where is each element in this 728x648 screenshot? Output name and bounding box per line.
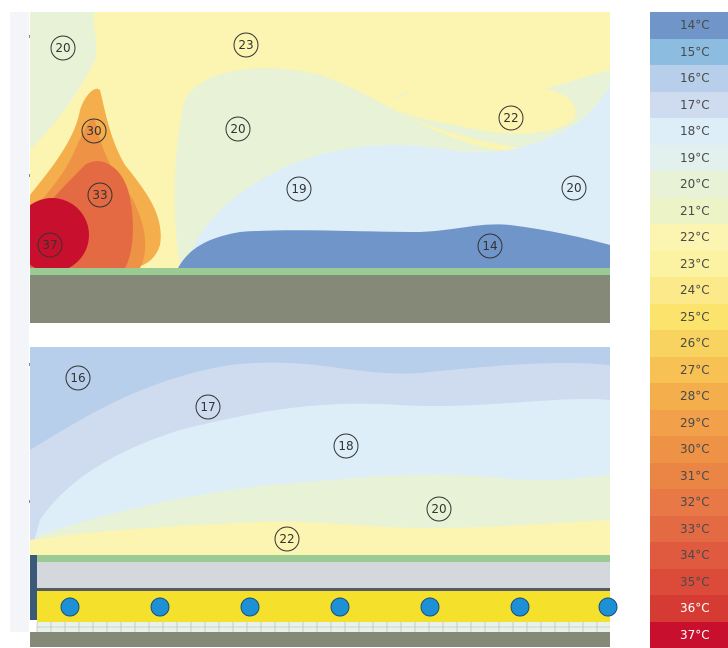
svg-text:22: 22 <box>503 111 518 125</box>
legend-item: 24°C <box>650 277 728 304</box>
pipe-section <box>61 598 79 616</box>
legend-item: 37°C <box>650 622 728 648</box>
legend-item: 32°C <box>650 489 728 516</box>
bottom-panel <box>30 347 617 647</box>
floor-slab <box>30 275 610 323</box>
wall-edge <box>30 555 37 620</box>
wall-strip <box>10 180 29 275</box>
legend-item: 28°C <box>650 383 728 410</box>
left-wall <box>10 12 29 632</box>
floor-line <box>37 588 610 591</box>
svg-text:23: 23 <box>238 38 253 52</box>
legend-item: 22°C <box>650 224 728 251</box>
svg-text:14: 14 <box>482 239 497 253</box>
svg-text:16: 16 <box>70 371 85 385</box>
base-slab <box>30 632 610 647</box>
legend-item: 16°C <box>650 65 728 92</box>
pipe-section <box>331 598 349 616</box>
top-panel <box>0 12 610 323</box>
legend-item: 19°C <box>650 145 728 172</box>
legend-item: 35°C <box>650 569 728 596</box>
legend-item: 26°C <box>650 330 728 357</box>
legend-item: 14°C <box>650 12 728 39</box>
legend-item: 36°C <box>650 595 728 622</box>
legend-item: 23°C <box>650 251 728 278</box>
floor-strip <box>30 268 610 275</box>
legend-item: 31°C <box>650 463 728 490</box>
svg-text:33: 33 <box>92 188 107 202</box>
legend-item: 30°C <box>650 436 728 463</box>
legend-item: 29°C <box>650 410 728 437</box>
pipe-section <box>421 598 439 616</box>
legend-item: 27°C <box>650 357 728 384</box>
legend-item: 34°C <box>650 542 728 569</box>
legend-item: 33°C <box>650 516 728 543</box>
svg-text:19: 19 <box>291 182 306 196</box>
legend-item: 17°C <box>650 92 728 119</box>
svg-text:20: 20 <box>230 122 245 136</box>
legend-item: 25°C <box>650 304 728 331</box>
floor-cover <box>37 562 610 588</box>
pipe-section <box>241 598 259 616</box>
svg-text:30: 30 <box>86 124 101 138</box>
svg-text:20: 20 <box>55 41 70 55</box>
pipe-section <box>599 598 617 616</box>
floor-strip <box>37 555 610 562</box>
legend-item: 21°C <box>650 198 728 225</box>
legend-item: 15°C <box>650 39 728 66</box>
legend-item: 20°C <box>650 171 728 198</box>
legend-item: 18°C <box>650 118 728 145</box>
svg-text:20: 20 <box>566 181 581 195</box>
svg-text:37: 37 <box>42 238 57 252</box>
pipe-section <box>151 598 169 616</box>
pipe-section <box>511 598 529 616</box>
svg-text:20: 20 <box>431 502 446 516</box>
svg-text:17: 17 <box>200 400 215 414</box>
svg-text:22: 22 <box>279 532 294 546</box>
svg-text:18: 18 <box>338 439 353 453</box>
